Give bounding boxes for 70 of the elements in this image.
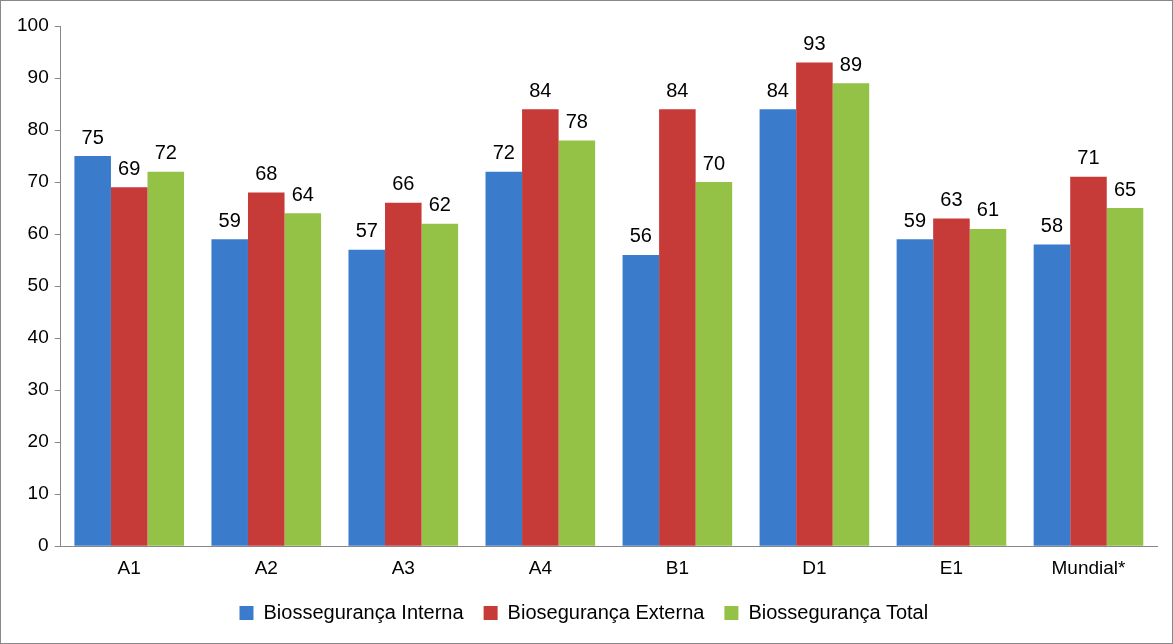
bar [896,239,934,546]
x-tick-label: B1 [665,556,689,578]
data-label: 71 [1077,146,1100,169]
bar [796,62,833,546]
x-tick-label: Mundial* [1051,556,1127,578]
data-label: 58 [1040,214,1064,236]
data-label: 84 [766,78,789,101]
bar [348,249,386,546]
data-label: 70 [702,151,726,174]
bar [110,187,148,546]
data-label: 75 [81,125,104,148]
bar [147,171,185,546]
data-label: 59 [218,208,241,231]
x-tick-label: E1 [939,556,964,578]
bar [247,192,285,546]
data-label: 63 [940,187,963,210]
data-label: 93 [803,31,826,54]
bar [759,109,797,546]
data-label: 65 [1113,177,1137,200]
y-tick-label: 20 [27,430,49,452]
legend-label: Biossegurança Interna [263,600,465,623]
data-label: 64 [291,182,314,205]
x-tick-label: A2 [254,556,278,578]
y-tick-label: 0 [38,534,49,556]
x-tick-label: A4 [528,556,553,578]
data-label: 84 [666,78,689,101]
bar [969,228,1007,546]
data-label: 62 [428,193,451,216]
bar [74,156,111,546]
bar [385,202,422,546]
y-tick-label: 70 [27,170,49,192]
bar [933,218,970,546]
y-tick-label: 50 [27,274,49,296]
y-tick-label: 10 [27,482,49,504]
y-tick-label: 90 [27,66,49,88]
bar [485,171,523,546]
bar [284,213,322,546]
legend-label: Biossegurança Total [748,600,929,623]
bar [1070,176,1107,546]
bar [832,83,870,546]
data-label: 72 [154,141,177,164]
bar [421,223,459,546]
data-label: 78 [565,109,588,132]
y-tick-label: 60 [27,222,49,244]
data-label: 84 [529,78,552,101]
x-tick-label: A3 [391,556,415,578]
data-label: 57 [355,219,378,242]
legend-label: Biosegurança Externa [507,600,706,623]
data-label: 89 [839,52,863,75]
x-tick-label: A1 [117,556,141,578]
bar [522,109,559,546]
data-label: 56 [629,224,652,247]
data-label: 66 [392,172,415,195]
y-tick-label: 40 [27,326,49,348]
x-tick-label: D1 [802,556,827,578]
y-tick-label: 30 [27,378,49,400]
bar [211,239,248,546]
data-label: 68 [255,161,278,184]
bar [558,140,596,546]
data-label: 72 [492,141,515,164]
data-label: 59 [903,208,927,231]
bar [659,109,696,546]
bar [1033,244,1071,546]
data-label: 61 [976,198,1000,221]
bar [1106,208,1144,546]
bar [695,182,733,546]
y-tick-label: 80 [27,118,49,140]
bar [622,254,660,546]
data-label: 69 [118,156,141,179]
y-tick-label: 100 [17,14,49,36]
